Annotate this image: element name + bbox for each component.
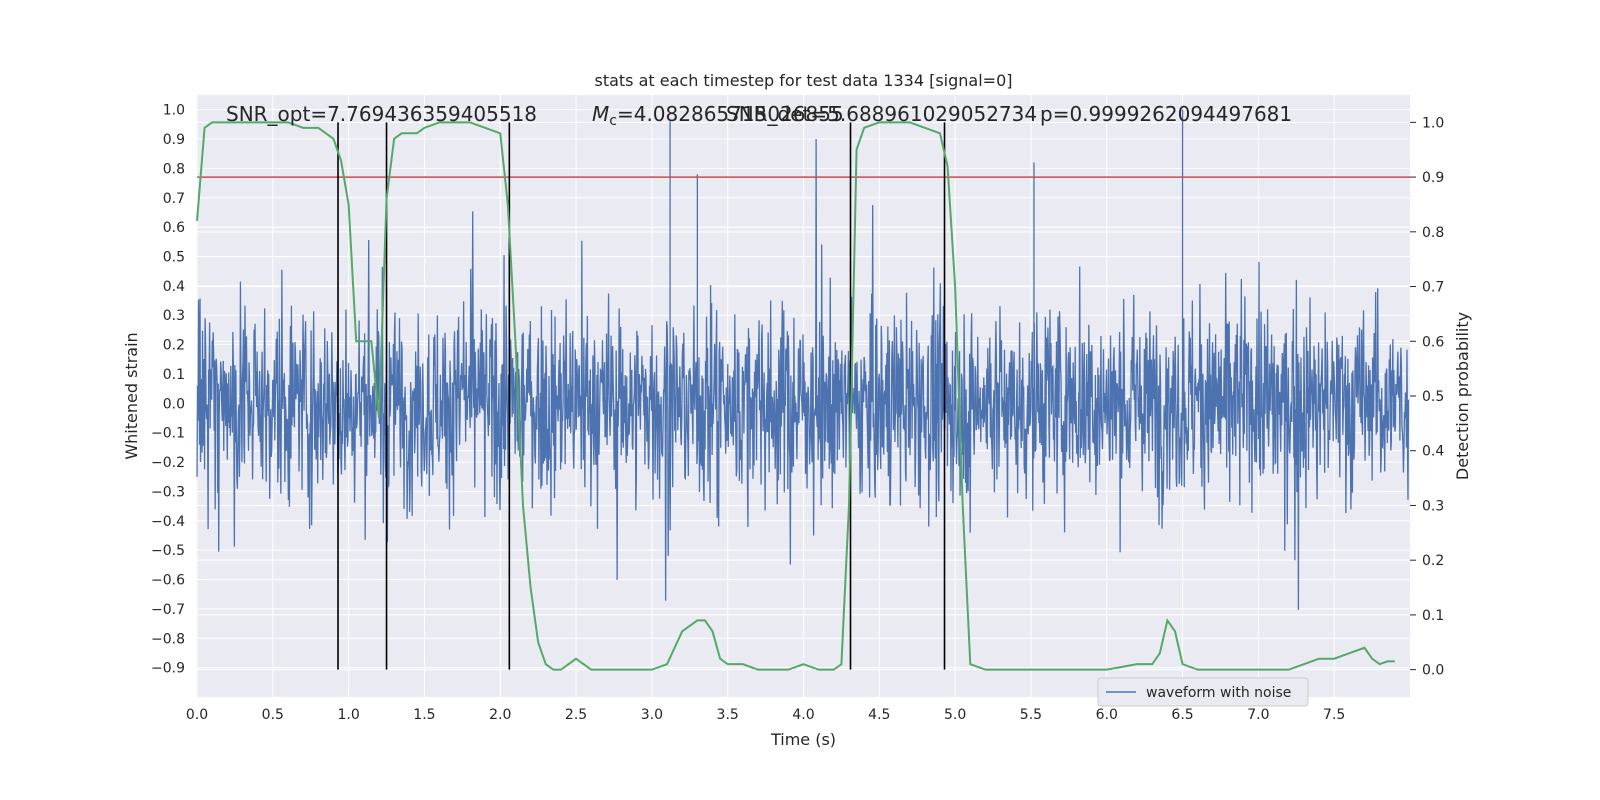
y-axis-ticks: 1.0 0.9 0.8 0.7 0.6 0.5 0.4 0.3 0.2 0.1 0.0 −0.1 −0.… [151,103,185,677]
y-right-tick-label: 1.0 [1422,115,1444,131]
y-right-axis-label: Detection probability [1453,312,1472,480]
y-right-tick-label: 0.5 [1422,389,1444,405]
y-tick-label: −0.3 [151,484,185,500]
y-tick-label: 1.0 [163,103,185,119]
annotation-snr-det: SNR_det=5.688961029052734 [726,102,1037,126]
annotation-mc-value: =4.082865715026855 [617,102,844,126]
chart-title: stats at each timestep for test data 133… [594,71,1012,90]
x-tick-label: 2.5 [565,707,587,723]
x-tick-label: 4.0 [792,707,814,723]
y-tick-label: −0.2 [151,455,185,471]
y-tick-label: 0.7 [163,191,185,207]
x-tick-label: 3.0 [641,707,663,723]
y-tick-label: 0.8 [163,161,185,177]
y-tick-label: −0.8 [151,631,185,647]
x-tick-label: 0.0 [186,707,208,723]
y-right-tick-label: 0.4 [1422,444,1444,460]
waveform-series [196,109,1410,610]
y-right-axis-ticks: 1.0 0.9 0.8 0.7 0.6 0.5 0.4 0.3 0.2 0.1 0.0 [1410,115,1444,679]
y-right-tick-label: 0.0 [1422,663,1444,679]
legend: waveform with noise [1097,677,1309,707]
y-tick-label: −0.7 [151,602,185,618]
annotation-mc-symbol: M [592,102,609,126]
y-tick-label: 0.4 [163,279,185,295]
x-tick-label: 7.0 [1247,707,1269,723]
y-tick-label: 0.3 [163,308,185,324]
probability-line [196,121,1395,671]
annotation-mc: Mc=4.082865715026855 [592,102,844,129]
x-tick-label: 1.5 [413,707,435,723]
probability-series [196,121,1395,671]
y-tick-label: 0.9 [163,132,185,148]
y-right-tick-label: 0.9 [1422,170,1444,186]
x-tick-label: 7.5 [1323,707,1345,723]
x-axis-label: Time (s) [770,730,836,749]
y-tick-label: 0.6 [163,220,185,236]
y-tick-label: 0.1 [163,367,185,383]
x-tick-label: 5.0 [944,707,966,723]
y-right-tick-label: 0.8 [1422,225,1444,241]
y-tick-label: −0.1 [151,426,185,442]
x-tick-label: 2.0 [489,707,511,723]
legend-label-waveform: waveform with noise [1146,685,1291,701]
y-tick-label: −0.5 [151,543,185,559]
y-right-tick-label: 0.7 [1422,280,1444,296]
annotation-snr-opt: SNR_opt=7.769436359405518 [226,102,537,126]
annotation-p: p=0.9999262094497681 [1040,102,1292,126]
y-right-tick-label: 0.3 [1422,498,1444,514]
y-right-tick-label: 0.2 [1422,553,1444,569]
y-tick-label: −0.9 [151,661,185,677]
y-tick-label: 0.2 [163,338,185,354]
x-tick-label: 0.5 [262,707,284,723]
x-tick-label: 6.5 [1171,707,1193,723]
x-tick-label: 5.5 [1020,707,1042,723]
y-tick-label: 0.5 [163,250,185,266]
y-right-tick-label: 0.6 [1422,334,1444,350]
y-axis-label: Whitened strain [122,332,141,459]
y-right-tick-label: 0.1 [1422,608,1444,624]
x-tick-label: 4.5 [868,707,890,723]
x-axis-ticks: 0.0 0.5 1.0 1.5 2.0 2.5 3.0 3.5 4.0 4.5 5.0 5.5 6.0 6… [186,707,1345,723]
legend-box [1097,677,1309,707]
x-tick-label: 6.0 [1096,707,1118,723]
x-tick-label: 1.0 [337,707,359,723]
x-tick-label: 3.5 [717,707,739,723]
annotation-mc-subscript: c [609,113,617,129]
y-tick-label: −0.6 [151,573,185,589]
y-tick-label: 0.0 [163,396,185,412]
waveform-line [196,109,1410,610]
y-tick-label: −0.4 [151,514,185,530]
